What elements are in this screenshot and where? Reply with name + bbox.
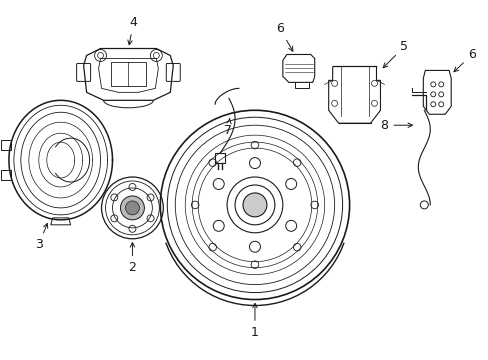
Text: 2: 2	[128, 243, 136, 274]
Text: 6: 6	[453, 48, 475, 72]
Text: 7: 7	[224, 118, 232, 137]
Text: 6: 6	[275, 22, 292, 51]
Text: 4: 4	[127, 16, 137, 45]
Text: 1: 1	[250, 303, 258, 339]
Circle shape	[120, 196, 144, 220]
Text: 3: 3	[35, 224, 48, 251]
Text: 5: 5	[383, 40, 407, 68]
Circle shape	[243, 193, 266, 217]
Text: 8: 8	[380, 119, 411, 132]
Circle shape	[125, 201, 139, 215]
